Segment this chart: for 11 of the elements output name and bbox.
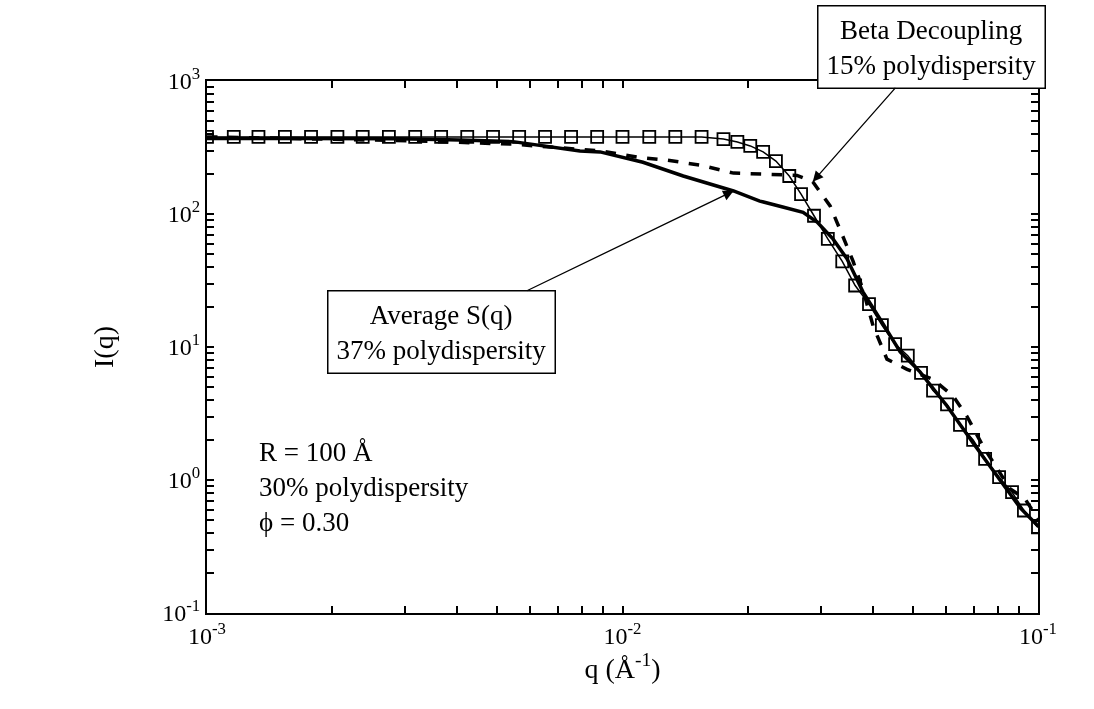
y-tick-label: 10$^{2}$ [167, 197, 201, 228]
y-tick-label: 10$^{3}$ [167, 64, 201, 95]
x-tick-label: 10$^{-1}$ [1019, 618, 1057, 649]
y-tick-label: 10$^{1}$ [167, 330, 201, 361]
annotation: R = 100 Å 30% polydispersity ϕ = 0.30 [259, 437, 469, 538]
y-axis-title: I(q) [88, 326, 120, 368]
x-axis-title: q (Å$^{-1}$) [584, 648, 661, 684]
y-tick-label: 10$^{0}$ [167, 463, 201, 494]
annotation: Beta Decoupling 15% polydispersity [826, 14, 1037, 80]
annotation: Average S(q) 37% polydispersity [336, 299, 547, 365]
x-tick-label: 10$^{-2}$ [603, 618, 642, 649]
